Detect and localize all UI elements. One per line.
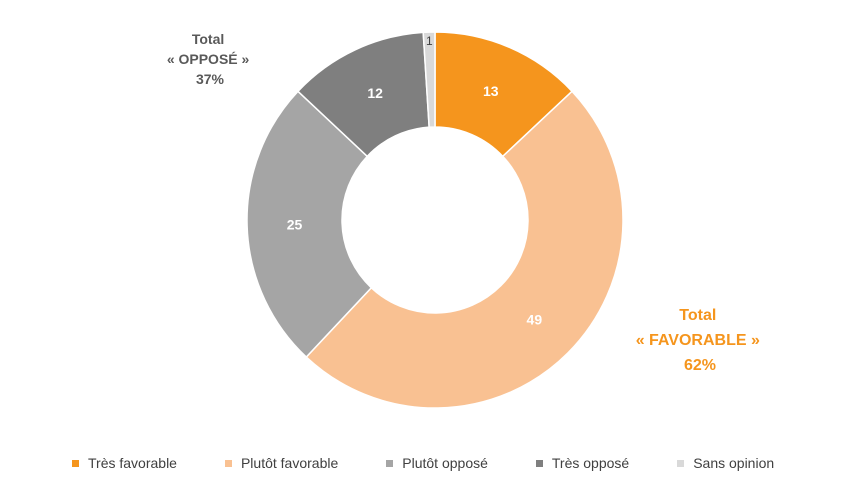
donut-slice-plutot-oppose — [246, 90, 373, 359]
legend-label: Plutôt favorable — [240, 455, 339, 471]
legend-swatch — [224, 459, 232, 467]
legend-item-plutot-oppose: Plutôt opposé — [386, 455, 488, 471]
legend-swatch — [535, 459, 543, 467]
chart-legend: Très favorable Plutôt favorable Plutôt o… — [72, 455, 822, 471]
data-label: 13 — [483, 83, 499, 99]
legend-item-sans-opinion: Sans opinion — [677, 455, 774, 471]
legend-item-tres-oppose: Très opposé — [535, 455, 630, 471]
legend-label: Très favorable — [88, 455, 177, 471]
legend-label: Très opposé — [551, 455, 630, 471]
slice-labels: 13 49 25 12 1 — [287, 34, 543, 327]
total-favorable-annotation: Total « FAVORABLE » 62% — [636, 307, 765, 374]
legend-swatch — [72, 459, 79, 467]
data-label: 1 — [426, 34, 433, 48]
donut-slice-sans-opinion — [422, 31, 436, 128]
total-favorable-line-2: « FAVORABLE » — [636, 332, 760, 349]
legend-swatch — [677, 459, 685, 467]
legend-item-tres-favorable: Très favorable — [72, 455, 177, 471]
total-opposed-line-3: 37% — [196, 71, 225, 87]
total-favorable-line-3: 62% — [684, 357, 716, 374]
legend-item-plutot-favorable: Plutôt favorable — [224, 455, 339, 471]
total-favorable-line-1: Total — [679, 307, 716, 324]
legend-label: Sans opinion — [693, 455, 775, 471]
data-label: 12 — [367, 85, 383, 101]
total-opposed-annotation: Total « OPPOSÉ » 37% — [167, 31, 253, 87]
legend-label: Plutôt opposé — [402, 455, 488, 471]
total-opposed-line-2: « OPPOSÉ » — [167, 51, 250, 67]
data-label: 49 — [527, 311, 543, 327]
legend-swatch — [386, 459, 394, 467]
total-opposed-line-1: Total — [192, 31, 224, 47]
donut-slice-plutot-favorable — [305, 90, 624, 409]
data-label: 25 — [287, 216, 303, 232]
donut-slices — [246, 31, 624, 409]
